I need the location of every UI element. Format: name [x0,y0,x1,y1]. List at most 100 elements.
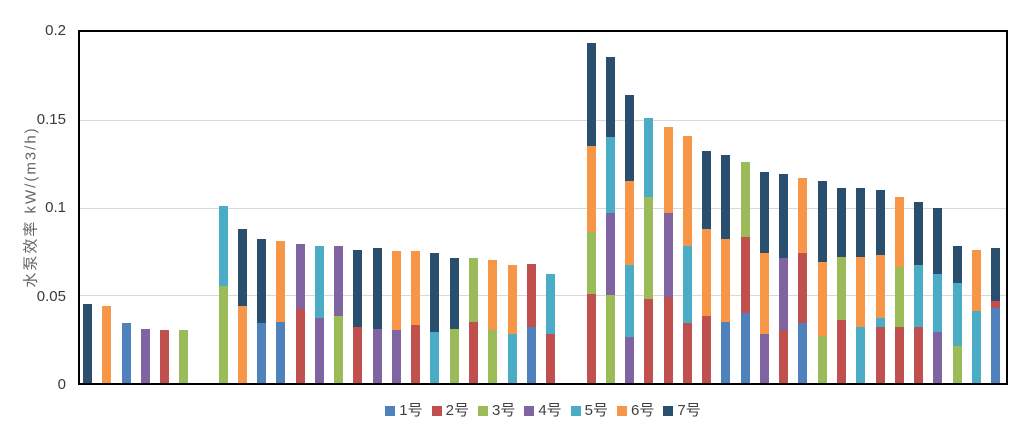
bar-g3-15 [856,188,866,383]
bar-segment-3号 [837,256,846,320]
bar-g2-16 [507,265,517,383]
legend-swatch-icon [524,406,535,416]
bar-g2-8 [353,249,363,383]
bar-segment-5号 [952,282,962,347]
bar-segment-6号 [759,253,769,334]
bar-g3-6 [682,135,692,383]
bar-segment-6号 [798,177,808,254]
bar-segment-6号 [702,228,712,317]
bar-segment-5号 [625,265,635,338]
bar-g3-7 [702,151,712,383]
bar-g2-9 [372,247,382,383]
legend-label: 1号 [399,402,423,419]
bar-g3-3 [625,95,635,383]
bar-g2-13 [449,258,459,383]
bar-segment-5号 [875,318,885,327]
bar-g3-17 [894,197,904,383]
bar-g2-1 [218,205,228,383]
bar-segment-2号 [644,298,654,383]
bar-g2-15 [488,260,498,383]
bar-segment-3号 [644,196,654,299]
bar-g3-5 [663,126,673,383]
bar-g2-6 [314,246,324,383]
bar-g3-10 [759,172,769,383]
legend-item-6号: 6号 [617,403,654,419]
bar-segment-1号 [991,307,1001,383]
legend-item-4号: 4号 [524,402,562,419]
bar-segment-6号 [894,197,904,268]
bar-g3-21 [971,249,981,383]
bar-segment-5号 [933,274,943,333]
legend-swatch-icon [477,406,488,416]
plot-area [78,30,1008,385]
legend-item-3号: 3号 [477,403,515,419]
bar-g1-5 [160,330,170,383]
bar-segment-2号 [586,293,596,383]
bar-segment-4号 [663,212,673,298]
y-tick-label: 0.2 [45,22,66,39]
bar-segment-1号 [257,323,267,383]
y-tick-label: 0.15 [36,110,66,128]
bar-segment-4号 [759,333,769,383]
bar-g3-18 [914,202,924,383]
bar-segment-2号 [526,263,536,327]
bar-segment-7号 [353,249,363,327]
bar-g1-3 [121,323,131,383]
bar-segment-5号 [546,274,556,334]
bar-g3-9 [740,161,750,383]
bar-segment-3号 [334,316,344,383]
bar-segment-5号 [314,246,324,319]
bar-segment-6号 [276,240,286,322]
bar-g3-19 [933,207,943,383]
bar-segment-6号 [663,126,673,213]
bar-segment-2号 [702,316,712,383]
bar-g3-13 [817,181,827,383]
bar-segment-7号 [625,95,635,182]
bar-segment-7号 [914,202,924,266]
bar-segment-7号 [449,258,459,329]
bar-segment-4号 [391,330,401,383]
bar-segment-2号 [894,326,904,383]
bar-segment-4号 [605,212,615,296]
bar-g2-18 [546,274,556,383]
bar-segment-7号 [237,228,247,306]
bar-segment-1号 [798,323,808,383]
y-tick-label: 0.05 [36,287,66,305]
bar-segment-2号 [353,326,363,383]
bar-g1-2 [102,305,112,383]
bar-g1-4 [140,328,150,383]
bar-segment-4号 [314,318,324,383]
bar-g2-7 [334,246,344,383]
bar-g3-12 [798,177,808,383]
bar-g2-11 [411,251,421,383]
bar-segment-2号 [740,237,750,313]
legend-label: 4号 [538,402,562,419]
bar-segment-1号 [526,326,536,383]
bar-segment-6号 [237,305,247,383]
bar-segment-3号 [469,258,478,322]
bar-segment-5号 [218,205,228,287]
bar-segment-2号 [798,253,808,324]
legend-item-5号: 5号 [570,402,609,419]
bar-segment-7号 [721,154,731,240]
bar-segment-5号 [856,326,866,383]
bar-segment-6号 [721,239,731,322]
bar-g1-1 [83,304,92,383]
bar-segment-6号 [488,260,498,331]
bar-g2-2 [237,228,247,383]
legend-item-2号: 2号 [431,403,469,419]
bar-g3-8 [721,154,731,383]
bar-g1-6 [179,330,189,383]
bar-g2-5 [295,244,305,383]
bar-segment-6号 [507,265,517,334]
legend-label: 5号 [584,402,609,419]
bar-g3-1 [586,42,596,383]
bar-segment-2号 [991,300,1001,308]
bar-segment-6号 [856,256,866,327]
bar-segment-4号 [334,246,344,317]
bar-segment-2号 [411,325,421,383]
bar-segment-5号 [430,332,440,383]
bar-segment-7号 [817,181,827,262]
bar-segment-5号 [507,333,517,383]
bar-segment-6号 [586,146,596,233]
